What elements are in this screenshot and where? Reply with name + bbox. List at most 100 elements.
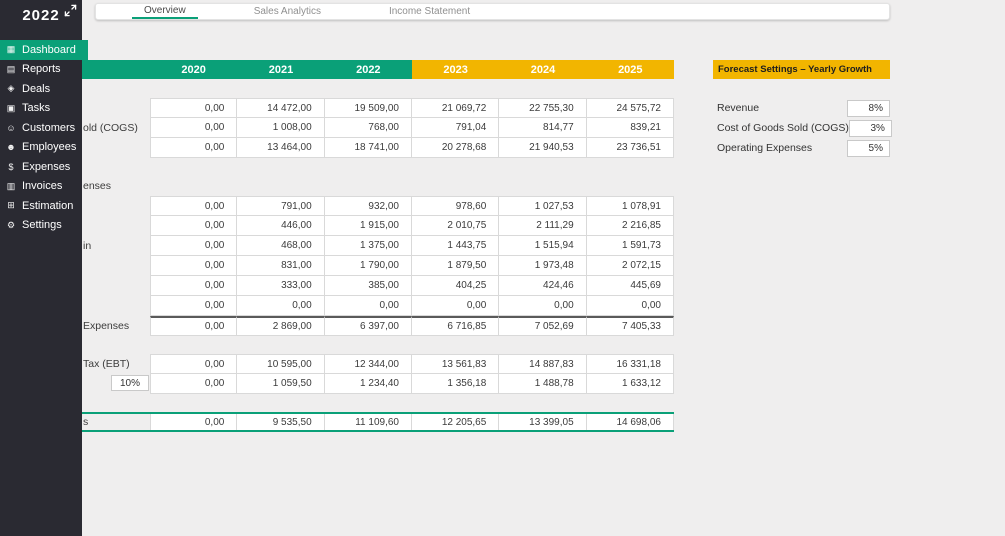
value-cell[interactable]: 12 205,65 bbox=[411, 414, 500, 430]
value-cell[interactable]: 0,00 bbox=[150, 256, 238, 276]
value-cell[interactable]: 23 736,51 bbox=[586, 138, 674, 158]
value-cell[interactable]: 404,25 bbox=[411, 276, 500, 296]
value-cell[interactable]: 19 509,00 bbox=[324, 98, 412, 118]
value-cell[interactable]: 385,00 bbox=[324, 276, 412, 296]
value-cell[interactable]: 7 052,69 bbox=[499, 316, 587, 336]
value-cell[interactable]: 1 591,73 bbox=[586, 236, 674, 256]
value-cell[interactable]: 14 698,06 bbox=[586, 414, 674, 430]
value-cell[interactable]: 0,00 bbox=[237, 296, 325, 316]
value-cell[interactable]: 1 879,50 bbox=[411, 256, 500, 276]
sidebar-item-expenses[interactable]: $ Expenses bbox=[0, 157, 82, 177]
value-cell[interactable]: 13 399,05 bbox=[499, 414, 587, 430]
section-label: enses bbox=[83, 180, 112, 192]
value-cell[interactable]: 424,46 bbox=[499, 276, 587, 296]
value-cell[interactable]: 2 010,75 bbox=[411, 216, 500, 236]
value-cell[interactable]: 0,00 bbox=[150, 316, 238, 336]
value-cell[interactable]: 14 887,83 bbox=[499, 354, 587, 374]
value-cell[interactable]: 1 356,18 bbox=[411, 374, 500, 394]
tab-income-statement[interactable]: Income Statement bbox=[388, 6, 471, 17]
value-cell[interactable]: 445,69 bbox=[586, 276, 674, 296]
value-cell[interactable]: 1 234,40 bbox=[324, 374, 412, 394]
value-cell[interactable]: 11 109,60 bbox=[324, 414, 412, 430]
tab-overview[interactable]: Overview bbox=[132, 4, 198, 19]
value-cell[interactable]: 1 633,12 bbox=[586, 374, 674, 394]
growth-input-cost-of-goods-sold-cogs[interactable] bbox=[848, 119, 892, 137]
sidebar-item-invoices[interactable]: ▥ Invoices bbox=[0, 177, 82, 197]
value-cell[interactable]: 0,00 bbox=[150, 374, 238, 394]
value-cell[interactable]: 24 575,72 bbox=[586, 98, 674, 118]
value-cell[interactable]: 21 940,53 bbox=[499, 138, 587, 158]
value-cell[interactable]: 0,00 bbox=[150, 98, 238, 118]
growth-input-revenue[interactable] bbox=[847, 99, 890, 117]
value-cell[interactable]: 333,00 bbox=[237, 276, 325, 296]
value-cell[interactable]: 831,00 bbox=[237, 256, 325, 276]
value-cell[interactable]: 1 375,00 bbox=[324, 236, 412, 256]
value-cell[interactable]: 0,00 bbox=[150, 196, 238, 216]
value-cell[interactable]: 13 464,00 bbox=[237, 138, 325, 158]
value-cell[interactable]: 6 397,00 bbox=[324, 316, 412, 336]
value-cell[interactable]: 21 069,72 bbox=[411, 98, 500, 118]
tab-sales-analytics[interactable]: Sales Analytics bbox=[253, 6, 321, 17]
value-cell[interactable]: 1 488,78 bbox=[499, 374, 587, 394]
value-cell[interactable]: 0,00 bbox=[324, 296, 412, 316]
value-cell[interactable]: 0,00 bbox=[150, 118, 238, 138]
sidebar-item-customers[interactable]: ☺ Customers bbox=[0, 118, 82, 138]
value-cell[interactable]: 446,00 bbox=[237, 216, 325, 236]
value-cell[interactable]: 18 741,00 bbox=[324, 138, 412, 158]
value-cell[interactable]: 22 755,30 bbox=[499, 98, 587, 118]
sidebar-item-dashboard[interactable]: ▦ Dashboard bbox=[0, 40, 88, 60]
value-cell[interactable]: 10 595,00 bbox=[237, 354, 325, 374]
value-cell[interactable]: 13 561,83 bbox=[411, 354, 500, 374]
value-cell[interactable]: 839,21 bbox=[586, 118, 674, 138]
value-cell[interactable]: 1 027,53 bbox=[499, 196, 587, 216]
value-cell[interactable]: 0,00 bbox=[150, 296, 238, 316]
value-cell[interactable]: 1 790,00 bbox=[324, 256, 412, 276]
value-cell[interactable]: 0,00 bbox=[150, 276, 238, 296]
value-cell[interactable]: 0,00 bbox=[499, 296, 587, 316]
sidebar-item-tasks[interactable]: ▣ Tasks bbox=[0, 99, 82, 119]
sidebar-item-deals[interactable]: ◈ Deals bbox=[0, 79, 82, 99]
value-cell[interactable]: 0,00 bbox=[586, 296, 674, 316]
value-cell[interactable]: 7 405,33 bbox=[586, 316, 674, 336]
value-cell[interactable]: 768,00 bbox=[324, 118, 412, 138]
value-cell[interactable]: 1 515,94 bbox=[499, 236, 587, 256]
expand-icon[interactable] bbox=[64, 4, 78, 18]
value-cell[interactable]: 978,60 bbox=[411, 196, 500, 216]
value-cell[interactable]: 2 072,15 bbox=[586, 256, 674, 276]
value-cell[interactable]: 1 973,48 bbox=[499, 256, 587, 276]
value-cell[interactable]: 468,00 bbox=[237, 236, 325, 256]
value-cell[interactable]: 2 869,00 bbox=[237, 316, 325, 336]
sidebar-item-employees[interactable]: ☻ Employees bbox=[0, 138, 82, 158]
value-cell[interactable]: 9 535,50 bbox=[237, 414, 325, 430]
value-cell[interactable]: 14 472,00 bbox=[237, 98, 325, 118]
value-cell[interactable]: 791,04 bbox=[411, 118, 500, 138]
value-cell[interactable]: 0,00 bbox=[150, 216, 238, 236]
value-cell[interactable]: 16 331,18 bbox=[586, 354, 674, 374]
value-cell[interactable]: 791,00 bbox=[237, 196, 325, 216]
sidebar-item-label: Invoices bbox=[22, 180, 63, 193]
value-cell[interactable]: 0,00 bbox=[150, 236, 238, 256]
growth-input-operating-expenses[interactable] bbox=[847, 139, 890, 157]
value-cell[interactable]: 0,00 bbox=[150, 414, 238, 430]
sidebar-item-reports[interactable]: ▤ Reports bbox=[0, 60, 82, 80]
tax-rate-input[interactable] bbox=[111, 375, 149, 391]
reports-icon: ▤ bbox=[6, 63, 16, 74]
value-cell[interactable]: 1 915,00 bbox=[324, 216, 412, 236]
value-cell[interactable]: 814,77 bbox=[499, 118, 587, 138]
value-cell[interactable]: 1 078,91 bbox=[586, 196, 674, 216]
value-cell[interactable]: 12 344,00 bbox=[324, 354, 412, 374]
sidebar-item-estimation[interactable]: ⊞ Estimation bbox=[0, 196, 82, 216]
value-cell[interactable]: 0,00 bbox=[411, 296, 500, 316]
value-cell[interactable]: 6 716,85 bbox=[411, 316, 500, 336]
value-cell[interactable]: 932,00 bbox=[324, 196, 412, 216]
value-cell[interactable]: 1 059,50 bbox=[237, 374, 325, 394]
value-cell[interactable]: 1 443,75 bbox=[411, 236, 500, 256]
sidebar-item-label: Employees bbox=[22, 141, 77, 154]
sidebar-item-settings[interactable]: ⚙ Settings bbox=[0, 216, 82, 236]
value-cell[interactable]: 0,00 bbox=[150, 138, 238, 158]
value-cell[interactable]: 2 111,29 bbox=[499, 216, 587, 236]
value-cell[interactable]: 20 278,68 bbox=[411, 138, 500, 158]
value-cell[interactable]: 2 216,85 bbox=[586, 216, 674, 236]
value-cell[interactable]: 0,00 bbox=[150, 354, 238, 374]
value-cell[interactable]: 1 008,00 bbox=[237, 118, 325, 138]
